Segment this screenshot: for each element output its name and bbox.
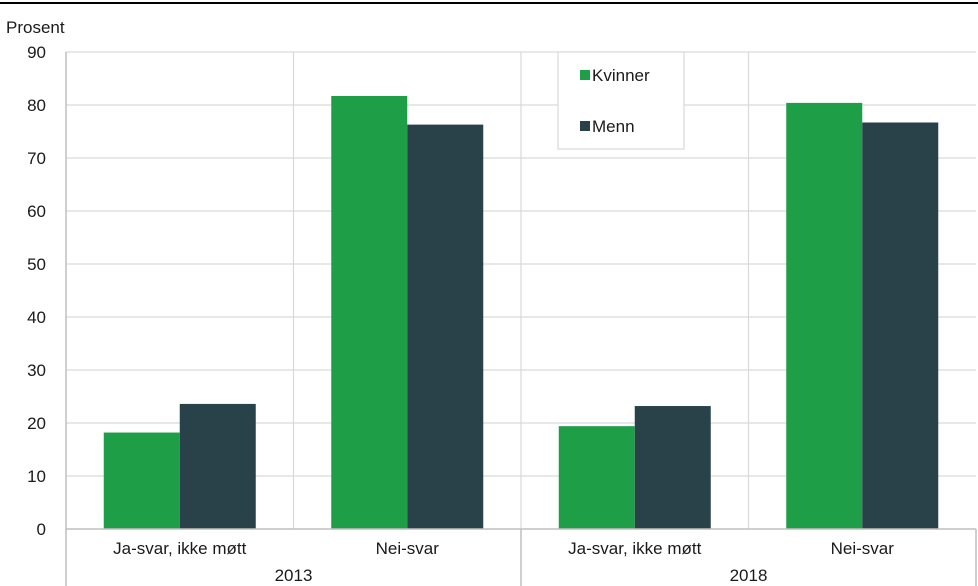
y-tick-label: 30 [27,361,46,380]
x-category-label: Ja-svar, ikke møtt [568,539,701,558]
y-tick-label: 10 [27,467,46,486]
bar-menn [407,124,484,530]
x-group-label: 2013 [275,566,313,585]
y-tick-label: 60 [27,202,46,221]
y-tick-label: 50 [27,255,46,274]
legend-swatch-kvinner [580,70,590,80]
x-category-label: Nei-svar [376,539,440,558]
y-tick-label: 70 [27,149,46,168]
bar-menn [179,403,256,529]
bar-menn [634,406,711,529]
legend-box [557,51,685,150]
y-tick-label: 90 [27,43,46,62]
bar-menn [862,122,939,530]
legend-swatch-menn [580,121,590,131]
bars [103,95,939,530]
axes: 0 10 20 30 40 50 60 70 80 90 Ja-svar, ikke møtt Nei… [27,43,977,586]
legend: Kvinner Menn [557,51,685,150]
x-category-label: Ja-svar, ikke møtt [113,539,246,558]
y-tick-label: 0 [37,520,46,539]
x-category-label: Nei-svar [831,539,895,558]
x-group-label: 2018 [730,566,768,585]
legend-label-kvinner: Kvinner [592,66,650,85]
bar-kvinner [103,432,180,529]
y-tick-label: 80 [27,96,46,115]
y-tick-label: 40 [27,308,46,327]
y-tick-label: 20 [27,414,46,433]
legend-label-menn: Menn [592,117,635,136]
bar-kvinner [786,102,863,529]
bar-kvinner [331,95,408,530]
y-axis-label: Prosent [6,18,65,37]
bar-kvinner [558,426,635,529]
